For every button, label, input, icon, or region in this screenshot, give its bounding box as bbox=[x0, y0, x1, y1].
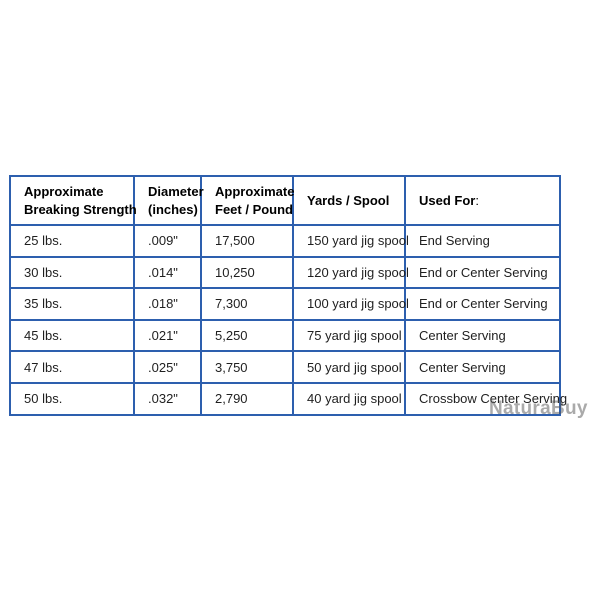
column-header-text: Approximate bbox=[24, 184, 104, 199]
header-row: Approximate Breaking Strength Diameter (inc… bbox=[9, 175, 561, 226]
column-header-text: Used For bbox=[419, 192, 476, 208]
table-row: 25 lbs. .009" 17,500 150 yard jig spool End … bbox=[9, 224, 561, 258]
table-row: 30 lbs. .014" 10,250 120 yard jig spool End … bbox=[9, 255, 561, 290]
table-cell: 100 yard jig spool bbox=[292, 287, 409, 321]
column-header: Approximate Breaking Strength bbox=[9, 175, 137, 226]
table-cell: Crossbow Center Serving bbox=[404, 381, 567, 416]
table-cell: 75 yard jig spool bbox=[292, 318, 406, 353]
column-header-line: Used For: bbox=[419, 192, 557, 210]
column-header-suffix: : bbox=[475, 192, 479, 208]
column-header: Diameter (inches) bbox=[133, 175, 204, 226]
column-header-line: Approximate bbox=[215, 183, 294, 201]
table-cell: 40 yard jig spool bbox=[292, 381, 406, 416]
table-cell: 5,250 bbox=[200, 318, 294, 353]
column-header-line: Diameter bbox=[148, 183, 204, 201]
column-header-line: Breaking Strength bbox=[24, 201, 137, 219]
column-header-text: Approximate bbox=[215, 184, 295, 199]
table-cell: Center Serving bbox=[404, 318, 561, 353]
thread-spec-table: Approximate Breaking Strength Diameter (inc… bbox=[9, 175, 567, 416]
table-cell: 10,250 bbox=[200, 255, 294, 290]
table-row: 35 lbs. .018" 7,300 100 yard jig spool End o… bbox=[9, 287, 561, 321]
table-cell: 17,500 bbox=[200, 224, 294, 258]
table-cell: 50 lbs. bbox=[9, 381, 135, 416]
column-header-text: Yards / Spool bbox=[307, 192, 390, 208]
table-cell: .018" bbox=[133, 287, 202, 321]
table-cell: 3,750 bbox=[200, 350, 294, 384]
table-cell: .009" bbox=[133, 224, 202, 258]
table-cell: End Serving bbox=[404, 224, 561, 258]
column-header-line: Approximate bbox=[24, 183, 131, 201]
column-header: Used For: bbox=[404, 175, 561, 226]
table-cell: 150 yard jig spool bbox=[292, 224, 409, 258]
table-cell: 30 lbs. bbox=[9, 255, 135, 290]
table-row: 45 lbs. .021" 5,250 75 yard jig spool Center… bbox=[9, 318, 561, 353]
column-header-text: Breaking Strength bbox=[24, 201, 137, 217]
column-header-line: Yards / Spool bbox=[307, 192, 402, 210]
table-cell: End or Center Serving bbox=[404, 287, 561, 321]
table-cell: 2,790 bbox=[200, 381, 294, 416]
column-header-line: (inches) bbox=[148, 201, 198, 219]
table-cell: 35 lbs. bbox=[9, 287, 135, 321]
thread-spec-table-grid: Approximate Breaking Strength Diameter (inc… bbox=[9, 175, 567, 416]
table-cell: .025" bbox=[133, 350, 202, 384]
table-cell: 25 lbs. bbox=[9, 224, 135, 258]
column-header-text: Feet / Pound bbox=[215, 201, 293, 217]
column-header-text: Diameter bbox=[148, 184, 204, 199]
column-header-line: Feet / Pound bbox=[215, 201, 293, 219]
column-header-text: (inches) bbox=[148, 201, 198, 217]
table-row: 50 lbs. .032" 2,790 40 yard jig spool Crossb… bbox=[9, 381, 567, 416]
table-cell: .032" bbox=[133, 381, 202, 416]
table-cell: 50 yard jig spool bbox=[292, 350, 406, 384]
table-cell: 120 yard jig spool bbox=[292, 255, 409, 290]
table-cell: 7,300 bbox=[200, 287, 294, 321]
table-cell: 47 lbs. bbox=[9, 350, 135, 384]
column-header: Yards / Spool bbox=[292, 175, 406, 226]
table-row: 47 lbs. .025" 3,750 50 yard jig spool Center… bbox=[9, 350, 561, 384]
table-cell: .021" bbox=[133, 318, 202, 353]
column-header: Approximate Feet / Pound bbox=[200, 175, 294, 226]
table-cell: 45 lbs. bbox=[9, 318, 135, 353]
table-cell: .014" bbox=[133, 255, 202, 290]
table-cell: Center Serving bbox=[404, 350, 561, 384]
table-cell: End or Center Serving bbox=[404, 255, 561, 290]
